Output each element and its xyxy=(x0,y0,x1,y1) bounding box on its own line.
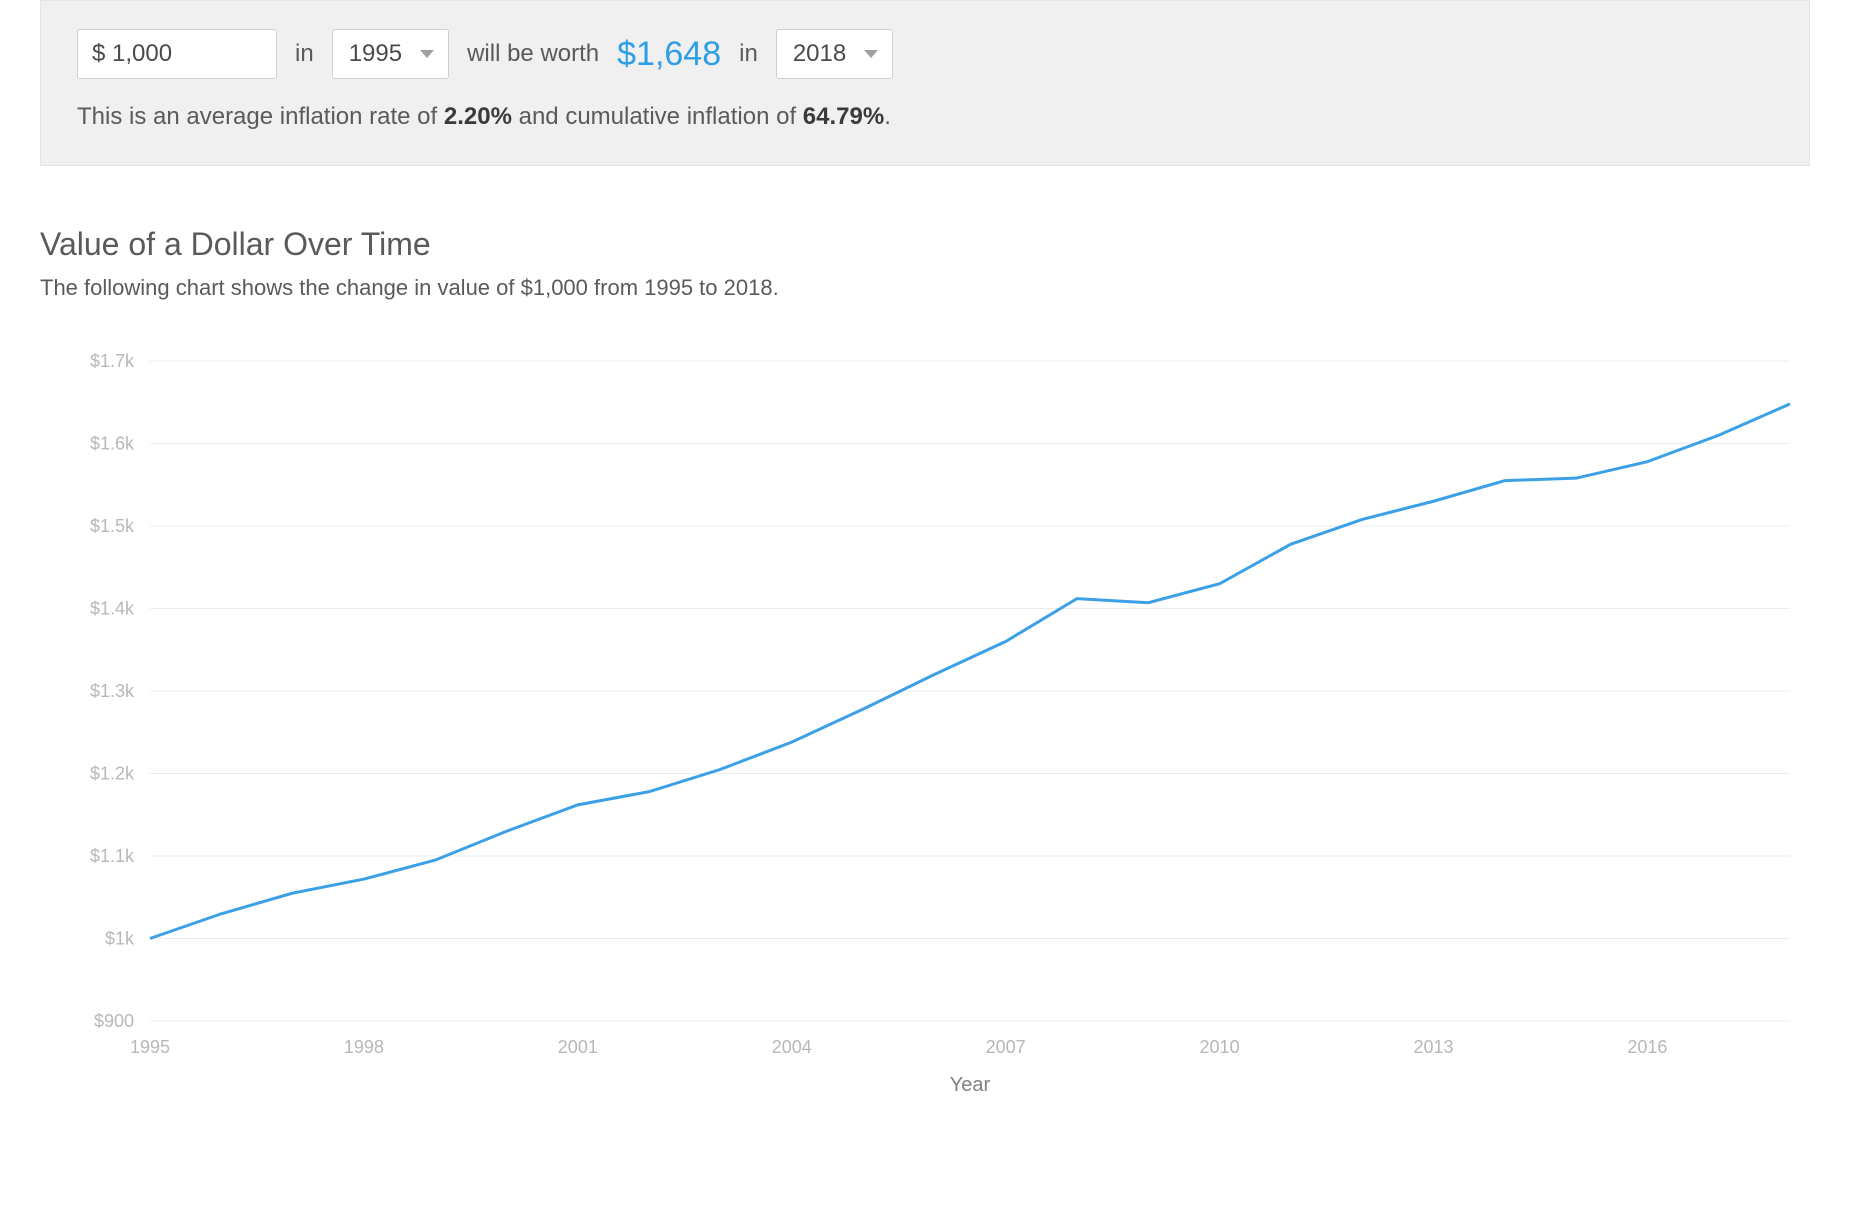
end-year-select[interactable]: 2018 xyxy=(776,29,893,79)
svg-text:$1.6k: $1.6k xyxy=(90,434,135,454)
svg-text:$1k: $1k xyxy=(105,929,135,949)
svg-text:2010: 2010 xyxy=(1200,1037,1240,1057)
chart-subtitle: The following chart shows the change in … xyxy=(40,275,1810,301)
label-in-2: in xyxy=(739,40,758,68)
label-in: in xyxy=(295,40,314,68)
cumulative-inflation-rate: 64.79% xyxy=(803,103,884,130)
svg-text:$1.7k: $1.7k xyxy=(90,351,135,371)
svg-text:$1.4k: $1.4k xyxy=(90,599,135,619)
inflation-input-panel: in 1995 will be worth $1,648 in 2018 Thi… xyxy=(40,0,1810,166)
svg-text:$1.3k: $1.3k xyxy=(90,681,135,701)
svg-text:$900: $900 xyxy=(94,1011,134,1031)
svg-text:2001: 2001 xyxy=(558,1037,598,1057)
svg-text:$1.5k: $1.5k xyxy=(90,516,135,536)
svg-text:1995: 1995 xyxy=(130,1037,170,1057)
chart-title: Value of a Dollar Over Time xyxy=(40,226,1810,263)
svg-text:$1.1k: $1.1k xyxy=(90,846,135,866)
start-year-select[interactable]: 1995 xyxy=(332,29,449,79)
input-row: in 1995 will be worth $1,648 in 2018 xyxy=(77,29,1773,79)
svg-text:2013: 2013 xyxy=(1413,1037,1453,1057)
chevron-down-icon xyxy=(420,50,434,58)
result-value: $1,648 xyxy=(617,35,721,74)
svg-text:2004: 2004 xyxy=(772,1037,812,1057)
chevron-down-icon xyxy=(864,50,878,58)
summary-suffix: . xyxy=(884,103,891,130)
dollar-value-chart: $900 $1k $1.1k $1.2k $1.3k $1.4k $1.5k $1.6k $1.… xyxy=(40,341,1810,1101)
summary-mid: and cumulative inflation of xyxy=(512,103,803,130)
svg-text:1998: 1998 xyxy=(344,1037,384,1057)
avg-inflation-rate: 2.20% xyxy=(444,103,512,130)
label-will-be-worth: will be worth xyxy=(467,40,599,68)
amount-input[interactable] xyxy=(77,29,277,79)
summary-prefix: This is an average inflation rate of xyxy=(77,103,444,130)
svg-text:2007: 2007 xyxy=(986,1037,1026,1057)
svg-text:$1.2k: $1.2k xyxy=(90,764,135,784)
end-year-value: 2018 xyxy=(793,40,846,68)
svg-text:Year: Year xyxy=(950,1074,991,1096)
chart-svg: $900 $1k $1.1k $1.2k $1.3k $1.4k $1.5k $1.6k $1.… xyxy=(40,341,1810,1101)
inflation-summary: This is an average inflation rate of 2.2… xyxy=(77,103,1773,131)
svg-text:2016: 2016 xyxy=(1627,1037,1667,1057)
start-year-value: 1995 xyxy=(349,40,402,68)
